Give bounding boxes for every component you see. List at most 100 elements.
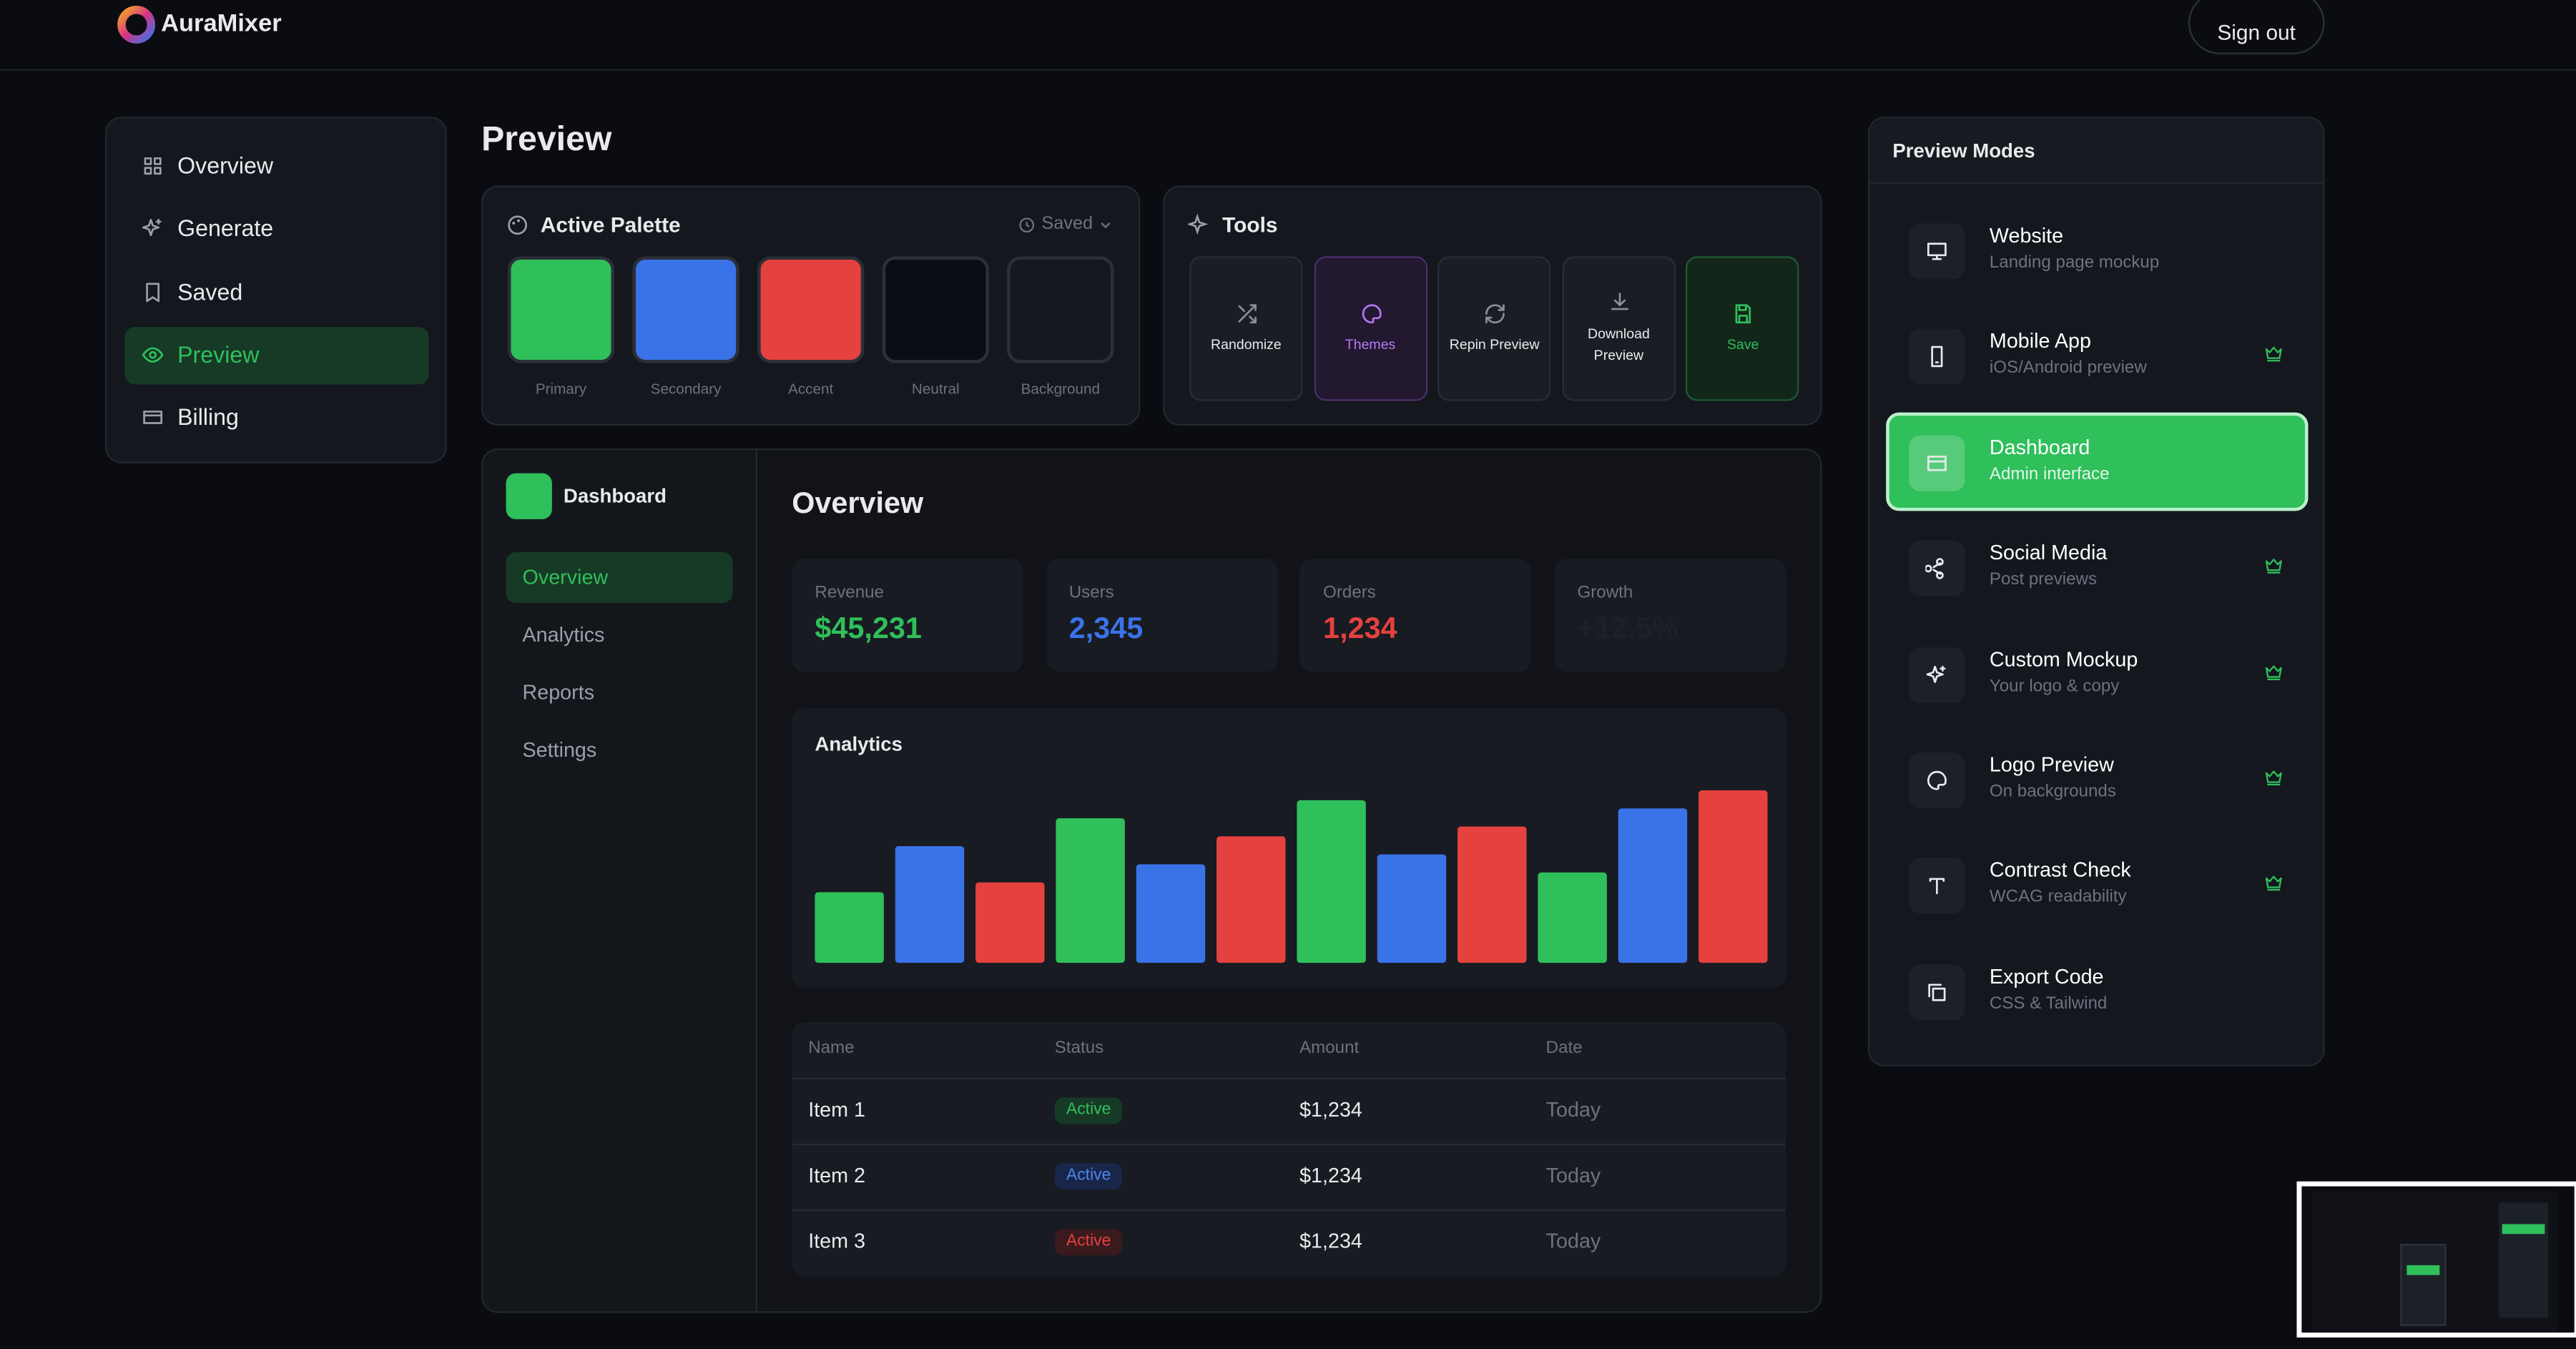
mode-name: Custom Mockup bbox=[1989, 647, 2138, 671]
mode-icon-box bbox=[1909, 963, 1965, 1021]
tool-icon-path bbox=[1485, 304, 1505, 324]
mode-item[interactable]: Website Landing page mockup bbox=[1886, 200, 2308, 299]
bar bbox=[815, 892, 884, 963]
stat-label: Growth bbox=[1577, 582, 1633, 603]
nav-icon-path bbox=[142, 219, 162, 237]
mode-icon bbox=[1929, 878, 1945, 896]
swatch[interactable] bbox=[632, 256, 739, 363]
mode-icon bbox=[1927, 455, 1947, 471]
header: AuraMixer Sign out bbox=[0, 0, 2576, 71]
sign-out-button[interactable]: Sign out bbox=[2188, 0, 2325, 54]
premium-crown-path bbox=[2265, 770, 2282, 786]
bar bbox=[1216, 836, 1286, 963]
minimap bbox=[2296, 1181, 2576, 1338]
dashboard-sidebar: Dashboard Overview Analytics Reports Settin… bbox=[483, 450, 758, 1312]
swatch[interactable] bbox=[1007, 256, 1114, 363]
tool-button[interactable]: Download Preview bbox=[1562, 256, 1676, 401]
nav-icon bbox=[142, 347, 164, 363]
tool-button[interactable]: Themes bbox=[1313, 256, 1427, 401]
premium-crown-path bbox=[2265, 664, 2282, 680]
tool-button[interactable]: Save bbox=[1686, 256, 1800, 401]
tool-button[interactable]: Randomize bbox=[1189, 256, 1303, 401]
table-cell: Item 3 bbox=[808, 1230, 866, 1253]
tool-icon bbox=[1611, 293, 1628, 310]
mode-icon bbox=[1931, 346, 1943, 368]
dashboard-menu-label: Settings bbox=[522, 738, 597, 762]
nav-item[interactable]: Generate bbox=[125, 201, 429, 258]
mode-item[interactable]: Custom Mockup Your logo & copy bbox=[1886, 624, 2308, 722]
dashboard-menu-item[interactable]: Analytics bbox=[506, 609, 733, 660]
table-header: Amount bbox=[1299, 1038, 1360, 1058]
table-header: Date bbox=[1545, 1038, 1583, 1058]
premium-crown bbox=[2265, 347, 2282, 363]
dashboard-menu-item[interactable]: Overview bbox=[506, 551, 733, 604]
mode-icon bbox=[1926, 664, 1946, 682]
mode-name: Contrast Check bbox=[1989, 859, 2131, 883]
palette-title: Active Palette bbox=[540, 212, 681, 237]
page-title: Preview bbox=[481, 120, 612, 159]
mode-desc: WCAG readability bbox=[1989, 887, 2127, 908]
nav-item[interactable]: Saved bbox=[125, 264, 429, 321]
table-header: Status bbox=[1054, 1038, 1104, 1058]
mode-item[interactable]: Logo Preview On backgrounds bbox=[1886, 730, 2308, 828]
nav-icon bbox=[144, 157, 162, 175]
mode-item[interactable]: Contrast Check WCAG readability bbox=[1886, 835, 2308, 934]
nav-label: Preview bbox=[177, 340, 260, 368]
mode-item[interactable]: Dashboard Admin interface bbox=[1886, 412, 2309, 511]
nav-item[interactable]: Overview bbox=[125, 138, 429, 195]
mode-icon-path bbox=[1927, 455, 1947, 471]
mode-item[interactable]: Mobile App iOS/Android preview bbox=[1886, 306, 2308, 405]
nav-label: Saved bbox=[177, 278, 243, 305]
sign-out-label: Sign out bbox=[2217, 20, 2296, 45]
mode-name: Logo Preview bbox=[1989, 753, 2114, 777]
swatch[interactable] bbox=[507, 256, 615, 363]
tool-icon bbox=[1361, 304, 1381, 324]
mode-icon-path bbox=[1928, 983, 1946, 1001]
table-cell: Today bbox=[1545, 1230, 1601, 1253]
nav-item[interactable]: Preview bbox=[124, 326, 429, 385]
dashboard-preview: Dashboard Overview Analytics Reports Settin… bbox=[481, 448, 1822, 1313]
nav-icon-path bbox=[142, 347, 164, 363]
swatch[interactable] bbox=[757, 256, 865, 363]
mode-desc: Landing page mockup bbox=[1989, 252, 2160, 273]
bar-chart bbox=[815, 790, 1768, 963]
mode-item[interactable]: Export Code CSS & Tailwind bbox=[1886, 941, 2308, 1040]
mode-desc: Your logo & copy bbox=[1989, 675, 2120, 696]
tool-icon-path bbox=[1611, 293, 1628, 310]
minimap-right-active bbox=[2502, 1224, 2545, 1235]
saved-label: Saved bbox=[1041, 214, 1093, 235]
dashboard-brand: Dashboard bbox=[563, 484, 667, 508]
status-label: Active bbox=[1066, 1101, 1111, 1119]
swatch-label: Neutral bbox=[911, 381, 960, 398]
tool-icon-path bbox=[1736, 304, 1751, 324]
dashboard-logo bbox=[506, 473, 552, 519]
mode-item[interactable]: Social Media Post previews bbox=[1886, 518, 2308, 617]
nav-icon bbox=[143, 411, 163, 425]
bar bbox=[1618, 808, 1688, 963]
table-header: Name bbox=[808, 1038, 855, 1058]
modes-title: Preview Modes bbox=[1892, 139, 2035, 162]
nav-item[interactable]: Billing bbox=[125, 390, 429, 447]
chevron bbox=[1101, 222, 1111, 229]
saved-dropdown[interactable]: Saved bbox=[1012, 210, 1117, 240]
mode-desc: Admin interface bbox=[1989, 463, 2110, 484]
tool-icon bbox=[1736, 304, 1751, 324]
stat-card: Orders 1,234 bbox=[1299, 559, 1532, 672]
mode-icon bbox=[1927, 770, 1947, 790]
tool-button[interactable]: Repin Preview bbox=[1437, 256, 1551, 401]
mode-icon-box bbox=[1909, 435, 1965, 491]
dashboard-menu-item[interactable]: Reports bbox=[506, 667, 733, 718]
dashboard-menu-item[interactable]: Settings bbox=[506, 725, 733, 775]
dashboard-menu-label: Analytics bbox=[522, 623, 605, 647]
nav-label: Billing bbox=[177, 403, 239, 431]
swatch-label: Primary bbox=[535, 381, 587, 398]
mode-icon bbox=[1927, 242, 1947, 260]
bar bbox=[1056, 818, 1125, 963]
tool-icon-path bbox=[1361, 304, 1381, 324]
minimap-highlight bbox=[2407, 1265, 2440, 1275]
swatch[interactable] bbox=[882, 256, 989, 363]
dashboard-menu-label: Overview bbox=[522, 566, 609, 589]
stat-value: +12.5% bbox=[1577, 612, 1678, 644]
table-cell: $1,234 bbox=[1299, 1098, 1362, 1122]
